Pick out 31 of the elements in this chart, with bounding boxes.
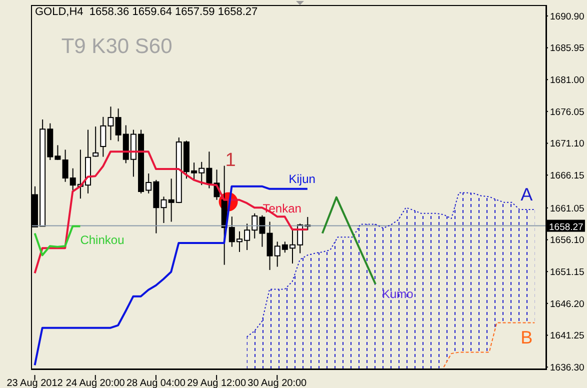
annotation: 1 [225,150,236,172]
line-series [443,322,536,368]
y-tick-label: 1685.95 [550,43,584,54]
x-tick-label: 30 Aug 20:00 [248,378,308,388]
line-series [34,225,82,256]
x-tick-label: 23 Aug 2012 [6,378,64,388]
y-tick-label: 1641.25 [550,330,584,342]
series-label: Tenkan [262,201,302,216]
series-label: A [520,184,533,205]
y-tick-label: 1690.90 [550,11,584,22]
y-tick-label: 1656.10 [550,235,584,246]
y-tick-label: 1671.10 [550,138,584,150]
ref-line-label: 1658.27 [549,222,584,233]
y-tick-label: 1646.20 [550,298,584,310]
x-tick-label: 28 Aug 04:00 [126,378,186,388]
y-tick-label: 1661.05 [550,203,584,214]
series-label: Kijun [288,172,316,186]
y-tick-label: 1676.05 [550,106,584,118]
series-label: Chinkou [80,233,124,248]
chart-title: GOLD,H4 1658.36 1659.64 1657.59 1658.27 [35,6,258,18]
x-tick-label: 29 Aug 12:00 [187,378,246,388]
x-tick-label: 24 Aug 20:00 [66,378,126,388]
y-tick-label: 1636.30 [550,362,584,374]
series-label: B [520,328,533,348]
annotation: Kumo [382,286,414,301]
y-tick-label: 1666.15 [550,170,584,182]
line-series [34,185,308,366]
y-tick-label: 1651.15 [550,266,584,278]
candlestick [92,126,99,158]
annotation: T9 K30 S60 [61,34,172,58]
y-tick-label: 1681.00 [550,74,584,86]
